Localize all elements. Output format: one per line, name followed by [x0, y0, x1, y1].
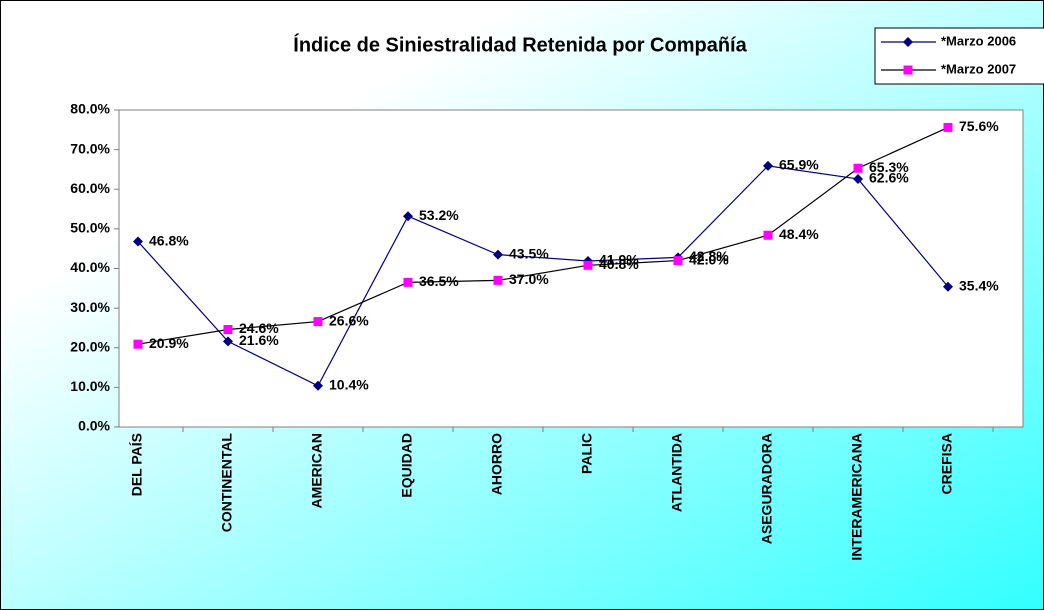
data-point: [403, 211, 413, 222]
x-tick-label: AHORRO: [489, 433, 505, 495]
data-label: 40.8%: [599, 256, 639, 272]
data-label: 35.4%: [959, 277, 999, 293]
y-tick-label: 60.0%: [70, 180, 110, 196]
data-label: 36.5%: [419, 273, 459, 289]
y-tick-label: 80.0%: [70, 101, 110, 117]
x-tick-label: PALIC: [579, 433, 595, 474]
chart-title: Índice de Siniestralidad Retenida por Co…: [293, 33, 747, 56]
y-tick-label: 20.0%: [70, 338, 110, 354]
data-point: [763, 230, 773, 240]
data-label: 65.3%: [869, 159, 909, 175]
data-point: [943, 281, 953, 292]
data-point: [583, 260, 593, 270]
x-tick-label: AMERICAN: [309, 433, 325, 508]
data-point: [493, 249, 503, 260]
data-point: [223, 325, 233, 335]
data-label: 37.0%: [509, 271, 549, 287]
legend: [874, 27, 1044, 85]
data-label: 62.6%: [869, 170, 909, 186]
data-label: 65.9%: [779, 157, 819, 173]
data-point: [403, 277, 413, 287]
data-point: [943, 122, 953, 132]
x-tick-label: ASEGURADORA: [759, 433, 775, 544]
data-point: [903, 37, 913, 47]
legend-label: *Marzo 2007: [941, 61, 1016, 76]
series-line: [137, 126, 949, 345]
x-tick-label: CREFISA: [939, 433, 955, 494]
data-point: [133, 339, 143, 349]
x-tick-label: ATLANTIDA: [669, 433, 685, 512]
data-point: [903, 65, 913, 75]
data-label: 53.2%: [419, 207, 459, 223]
data-point: [853, 173, 863, 184]
data-label: 48.4%: [779, 226, 819, 242]
data-label: 42.0%: [689, 251, 729, 267]
data-label: 21.6%: [239, 332, 279, 348]
y-tick-label: 0.0%: [78, 418, 110, 434]
data-point: [223, 336, 233, 347]
x-tick-label: CONTINENTAL: [219, 433, 235, 533]
x-tick-label: DEL PAÍS: [129, 433, 145, 496]
data-label: 46.8%: [149, 232, 189, 248]
data-point: [313, 317, 323, 327]
y-tick-label: 50.0%: [70, 220, 110, 236]
data-label: 10.4%: [329, 376, 369, 392]
data-label: 20.9%: [149, 335, 189, 351]
data-point: [853, 163, 863, 173]
data-label: 24.6%: [239, 320, 279, 336]
data-label: 43.5%: [509, 245, 549, 261]
data-label: 26.6%: [329, 312, 369, 328]
data-point: [493, 275, 503, 285]
data-label: 42.8%: [689, 248, 729, 264]
data-label: 75.6%: [959, 118, 999, 134]
y-tick-label: 70.0%: [70, 140, 110, 156]
data-point: [313, 380, 323, 391]
data-point: [763, 160, 773, 171]
y-tick-label: 30.0%: [70, 299, 110, 315]
series-line: [137, 165, 949, 387]
legend-label: *Marzo 2006: [941, 33, 1016, 48]
data-label: 41.9%: [599, 252, 639, 268]
data-point: [673, 256, 683, 266]
y-tick-label: 40.0%: [70, 259, 110, 275]
y-tick-label: 10.0%: [70, 378, 110, 394]
x-tick-label: INTERAMERICANA: [849, 433, 865, 561]
data-point: [133, 236, 143, 247]
x-tick-label: EQUIDAD: [399, 433, 415, 498]
